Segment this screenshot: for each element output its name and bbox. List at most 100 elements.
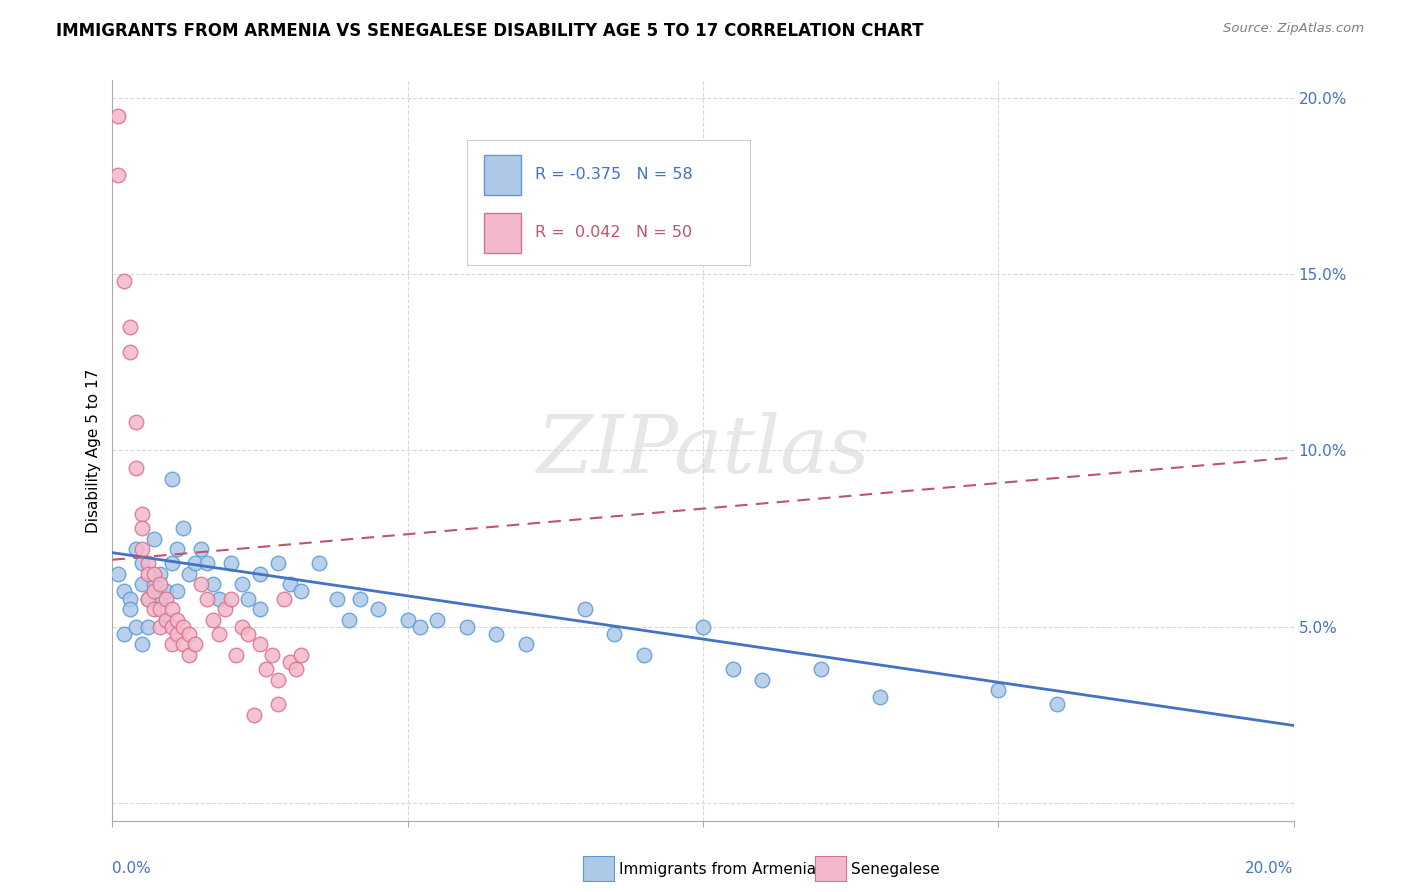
Point	[254, 662, 277, 676]
Point	[160, 556, 183, 570]
Point	[692, 620, 714, 634]
Point	[136, 620, 159, 634]
Point	[603, 627, 626, 641]
Y-axis label: Disability Age 5 to 17: Disability Age 5 to 17	[86, 368, 101, 533]
Point	[184, 637, 207, 651]
Point	[267, 698, 290, 712]
Point	[172, 637, 194, 651]
Point	[201, 613, 224, 627]
Point	[396, 613, 419, 627]
Point	[120, 320, 142, 334]
Point	[574, 602, 596, 616]
Point	[633, 648, 655, 662]
Point	[155, 613, 177, 627]
Point	[179, 648, 201, 662]
Point	[166, 613, 188, 627]
Point	[160, 602, 183, 616]
Point	[515, 637, 537, 651]
Point	[107, 169, 129, 183]
Point	[290, 648, 312, 662]
Point	[426, 613, 449, 627]
Point	[456, 620, 478, 634]
Text: Senegalese: Senegalese	[851, 863, 939, 877]
Point	[142, 532, 165, 546]
Text: 0.0%: 0.0%	[112, 862, 152, 876]
Point	[179, 566, 201, 581]
Point	[136, 591, 159, 606]
Point	[179, 627, 201, 641]
Point	[136, 566, 159, 581]
Point	[190, 577, 212, 591]
Point	[290, 584, 312, 599]
Point	[125, 461, 148, 475]
Point	[155, 613, 177, 627]
Point	[125, 415, 148, 429]
Point	[987, 683, 1010, 698]
Point	[408, 620, 430, 634]
Point	[172, 620, 194, 634]
Point	[869, 690, 891, 705]
Point	[231, 577, 253, 591]
Point	[120, 344, 142, 359]
Point	[125, 542, 148, 557]
Point	[190, 542, 212, 557]
Point	[172, 521, 194, 535]
Point	[142, 602, 165, 616]
Text: 20.0%: 20.0%	[1246, 862, 1294, 876]
Point	[326, 591, 349, 606]
Point	[238, 627, 260, 641]
Point	[160, 472, 183, 486]
Point	[120, 602, 142, 616]
Point	[267, 556, 290, 570]
Point	[219, 591, 242, 606]
Point	[1046, 698, 1069, 712]
Point	[131, 542, 153, 557]
Point	[249, 602, 271, 616]
Point	[201, 577, 224, 591]
Point	[349, 591, 371, 606]
Point	[166, 584, 188, 599]
Point	[308, 556, 330, 570]
Point	[131, 637, 153, 651]
Point	[751, 673, 773, 687]
Point	[208, 591, 231, 606]
Text: IMMIGRANTS FROM ARMENIA VS SENEGALESE DISABILITY AGE 5 TO 17 CORRELATION CHART: IMMIGRANTS FROM ARMENIA VS SENEGALESE DI…	[56, 22, 924, 40]
Point	[721, 662, 744, 676]
Point	[120, 591, 142, 606]
Point	[214, 602, 236, 616]
Point	[278, 577, 301, 591]
Point	[155, 584, 177, 599]
Text: Source: ZipAtlas.com: Source: ZipAtlas.com	[1223, 22, 1364, 36]
Point	[184, 556, 207, 570]
Point	[260, 648, 283, 662]
Point	[278, 655, 301, 669]
Point	[131, 577, 153, 591]
Point	[166, 542, 188, 557]
Point	[112, 584, 135, 599]
Point	[337, 613, 360, 627]
Point	[155, 591, 177, 606]
Point	[112, 627, 135, 641]
Point	[166, 627, 188, 641]
Point	[485, 627, 508, 641]
Point	[160, 637, 183, 651]
Point	[249, 566, 271, 581]
Text: Immigrants from Armenia: Immigrants from Armenia	[619, 863, 815, 877]
Point	[273, 591, 295, 606]
Point	[195, 556, 218, 570]
Point	[160, 620, 183, 634]
Point	[367, 602, 389, 616]
Point	[125, 620, 148, 634]
Point	[249, 637, 271, 651]
Point	[142, 584, 165, 599]
Point	[136, 556, 159, 570]
Point	[131, 507, 153, 521]
Point	[195, 591, 218, 606]
Point	[225, 648, 247, 662]
Point	[267, 673, 290, 687]
Point	[107, 566, 129, 581]
Point	[142, 566, 165, 581]
Point	[149, 566, 172, 581]
Point	[112, 274, 135, 288]
Point	[131, 556, 153, 570]
